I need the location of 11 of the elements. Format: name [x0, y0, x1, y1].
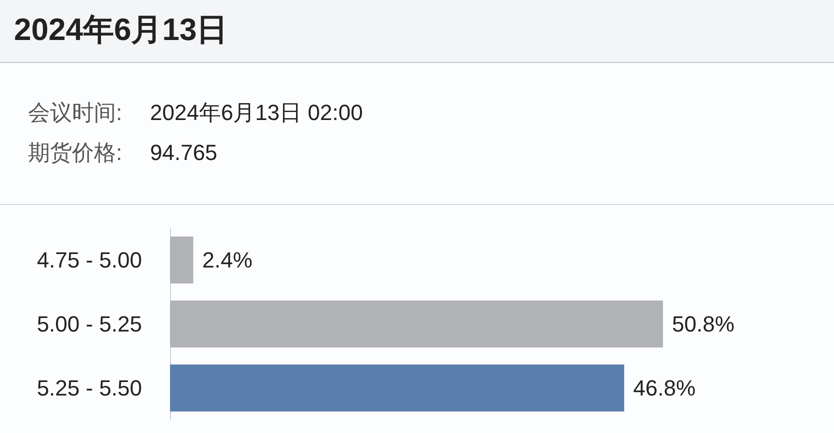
y-tick-label: 5.00 - 5.25: [36, 312, 142, 336]
y-tick-label: 4.75 - 5.00: [36, 248, 142, 272]
data-label: 2.4%: [202, 248, 252, 272]
text: 94.765: [150, 139, 218, 167]
text: 期货价格:: [28, 139, 122, 167]
text: 会议时间:: [28, 99, 122, 127]
data-label: 50.8%: [672, 312, 734, 336]
chart-title: 2024年6月13日: [14, 11, 228, 49]
y-tick-label: 5.25 - 5.50: [36, 376, 142, 400]
text: 2024年6月13日 02:00: [150, 99, 363, 127]
data-label: 46.8%: [633, 376, 696, 400]
